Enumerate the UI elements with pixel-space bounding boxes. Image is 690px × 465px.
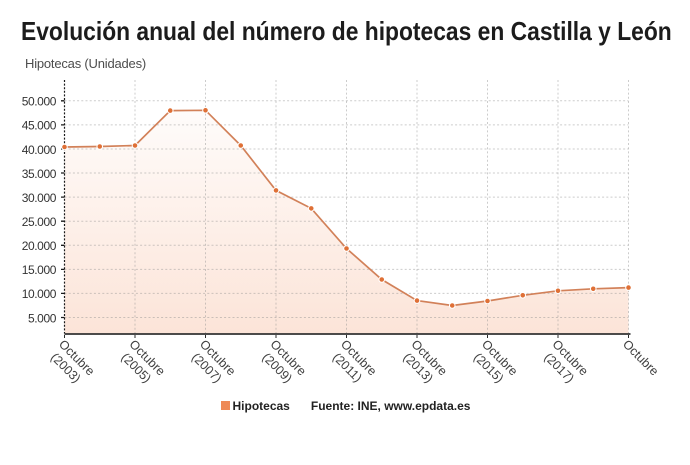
svg-text:50.000: 50.000 [22, 95, 57, 109]
svg-text:15.000: 15.000 [22, 263, 57, 277]
svg-text:Octubre(2007): Octubre(2007) [186, 337, 238, 389]
svg-text:35.000: 35.000 [22, 167, 57, 181]
svg-text:5.000: 5.000 [28, 311, 57, 325]
svg-text:Octubre(2003): Octubre(2003) [45, 337, 97, 389]
svg-text:20.000: 20.000 [22, 239, 57, 253]
svg-text:Octubre(2015): Octubre(2015) [468, 337, 520, 389]
svg-text:Octubre: Octubre [620, 337, 661, 378]
svg-text:45.000: 45.000 [22, 119, 57, 133]
svg-text:Octubre(2011): Octubre(2011) [327, 337, 379, 389]
svg-text:30.000: 30.000 [22, 191, 57, 205]
svg-text:Octubre(2009): Octubre(2009) [257, 337, 309, 389]
svg-text:Octubre(2013): Octubre(2013) [398, 337, 450, 389]
svg-text:Octubre(2017): Octubre(2017) [539, 337, 591, 389]
svg-text:Octubre(2005): Octubre(2005) [116, 337, 168, 389]
svg-text:40.000: 40.000 [22, 143, 57, 157]
svg-text:25.000: 25.000 [22, 215, 57, 229]
svg-text:10.000: 10.000 [22, 287, 57, 301]
